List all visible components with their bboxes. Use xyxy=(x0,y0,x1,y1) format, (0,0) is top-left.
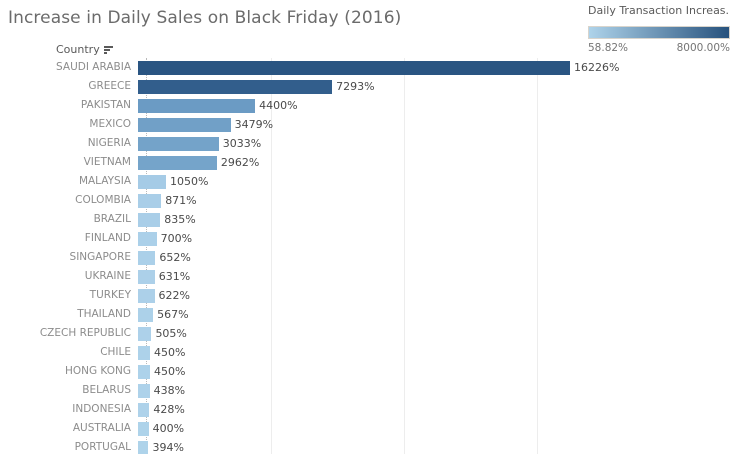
bar-row-label: NIGERIA xyxy=(87,137,131,149)
legend-max-label: 8000.00% xyxy=(676,42,730,54)
column-header-label: Country xyxy=(56,43,100,56)
bar-row[interactable]: PAKISTAN 4400% xyxy=(0,96,736,115)
bar[interactable] xyxy=(138,440,149,454)
bar[interactable] xyxy=(138,174,166,189)
country-column-header[interactable]: Country xyxy=(56,43,113,56)
legend-title: Daily Transaction Increas... xyxy=(588,4,730,17)
color-legend: Daily Transaction Increas... 58.82% 8000… xyxy=(588,4,730,54)
bar[interactable] xyxy=(138,269,155,284)
bar-row-label: MALAYSIA xyxy=(78,175,131,187)
bar-row-label: MEXICO xyxy=(89,118,131,130)
bar-value-label: 567% xyxy=(157,308,189,321)
bar-rows: SAUDI ARABIA 16226% GREECE 7293% PAKISTAN 440… xyxy=(0,58,736,454)
bar-row[interactable]: BRAZIL 835% xyxy=(0,210,736,229)
bar-value-label: 2962% xyxy=(220,156,260,169)
bar-row-label: GREECE xyxy=(88,80,131,92)
bar-row-label: UKRAINE xyxy=(84,270,131,282)
bar-row-label: CHILE xyxy=(100,346,131,358)
bar-row[interactable]: INDONESIA 428% xyxy=(0,400,736,419)
bar[interactable] xyxy=(138,421,149,436)
bar-row-label: INDONESIA xyxy=(72,403,131,415)
bar-row-label: PORTUGAL xyxy=(74,441,131,453)
bar-row[interactable]: TURKEY 622% xyxy=(0,286,736,305)
bar-row[interactable]: HONG KONG 450% xyxy=(0,362,736,381)
bar-value-label: 394% xyxy=(152,441,184,454)
legend-scale: 58.82% 8000.00% xyxy=(588,42,730,54)
bar-value-label: 652% xyxy=(159,251,191,264)
bar-row[interactable]: BELARUS 438% xyxy=(0,381,736,400)
bar[interactable] xyxy=(138,98,256,113)
bar[interactable] xyxy=(138,402,150,417)
bar[interactable] xyxy=(138,345,150,360)
bar-value-label: 700% xyxy=(160,232,193,245)
bar-value-label: 16226% xyxy=(574,61,620,74)
bar-row[interactable]: SAUDI ARABIA 16226% xyxy=(0,58,736,77)
bar-row[interactable]: AUSTRALIA 400% xyxy=(0,419,736,438)
bar-value-label: 4400% xyxy=(259,99,298,112)
bar-row-label: BRAZIL xyxy=(93,213,131,225)
bar-row-label: BELARUS xyxy=(82,384,131,396)
bar-row-label: FINLAND xyxy=(84,232,131,244)
bar[interactable] xyxy=(138,288,155,303)
bar-row[interactable]: MEXICO 3479% xyxy=(0,115,736,134)
bar-value-label: 835% xyxy=(164,213,196,226)
bar[interactable] xyxy=(138,212,161,227)
bar-row[interactable]: VIETNAM 2962% xyxy=(0,153,736,172)
bar-row-label: THAILAND xyxy=(77,308,131,320)
bar-row[interactable]: SINGAPORE 652% xyxy=(0,248,736,267)
bar-chart-plot: SAUDI ARABIA 16226% GREECE 7293% PAKISTAN 440… xyxy=(0,58,736,454)
bar-value-label: 1050% xyxy=(169,175,209,188)
bar[interactable] xyxy=(138,60,570,75)
bar-row-label: HONG KONG xyxy=(64,365,131,377)
bar-value-label: 400% xyxy=(152,422,185,435)
bar-value-label: 7293% xyxy=(336,80,375,93)
bar-row[interactable]: UKRAINE 631% xyxy=(0,267,736,286)
bar-value-label: 3479% xyxy=(234,118,274,131)
bar[interactable] xyxy=(138,136,219,151)
bar-value-label: 631% xyxy=(158,270,191,283)
bar-row[interactable]: PORTUGAL 394% xyxy=(0,438,736,454)
bar[interactable] xyxy=(138,155,217,170)
bar-row-label: AUSTRALIA xyxy=(72,422,131,434)
bar-row[interactable]: CHILE 450% xyxy=(0,343,736,362)
bar[interactable] xyxy=(138,231,157,246)
bar-row[interactable]: FINLAND 700% xyxy=(0,229,736,248)
bar-row[interactable]: COLOMBIA 871% xyxy=(0,191,736,210)
bar-row[interactable]: CZECH REPUBLIC 505% xyxy=(0,324,736,343)
bar-row-label: VIETNAM xyxy=(83,156,131,168)
page-title: Increase in Daily Sales on Black Friday … xyxy=(8,8,402,28)
legend-min-label: 58.82% xyxy=(588,42,629,54)
bar-row[interactable]: THAILAND 567% xyxy=(0,305,736,324)
bar-row[interactable]: NIGERIA 3033% xyxy=(0,134,736,153)
bar[interactable] xyxy=(138,326,152,341)
bar-value-label: 438% xyxy=(153,384,186,397)
bar[interactable] xyxy=(138,307,154,322)
legend-gradient-bar xyxy=(588,26,730,39)
bar-row-label: SAUDI ARABIA xyxy=(56,61,131,73)
bar-value-label: 622% xyxy=(158,289,190,302)
bar-value-label: 428% xyxy=(153,403,185,416)
bar-row-label: SINGAPORE xyxy=(69,251,131,263)
bar[interactable] xyxy=(138,193,162,208)
bar-row[interactable]: GREECE 7293% xyxy=(0,77,736,96)
sort-descending-icon[interactable] xyxy=(103,46,113,55)
bar-value-label: 450% xyxy=(153,346,186,359)
bar-row-label: PAKISTAN xyxy=(80,99,131,111)
bar-row-label: TURKEY xyxy=(89,289,131,301)
bar[interactable] xyxy=(138,364,150,379)
bar[interactable] xyxy=(138,117,231,132)
bar-value-label: 3033% xyxy=(222,137,262,150)
bar-value-label: 450% xyxy=(153,365,186,378)
bar[interactable] xyxy=(138,383,150,398)
bar-row[interactable]: MALAYSIA 1050% xyxy=(0,172,736,191)
bar-value-label: 871% xyxy=(165,194,197,207)
bar-value-label: 505% xyxy=(155,327,187,340)
bar[interactable] xyxy=(138,79,333,94)
bar-row-label: COLOMBIA xyxy=(75,194,131,206)
bar[interactable] xyxy=(138,250,156,265)
bar-row-label: CZECH REPUBLIC xyxy=(39,327,131,339)
